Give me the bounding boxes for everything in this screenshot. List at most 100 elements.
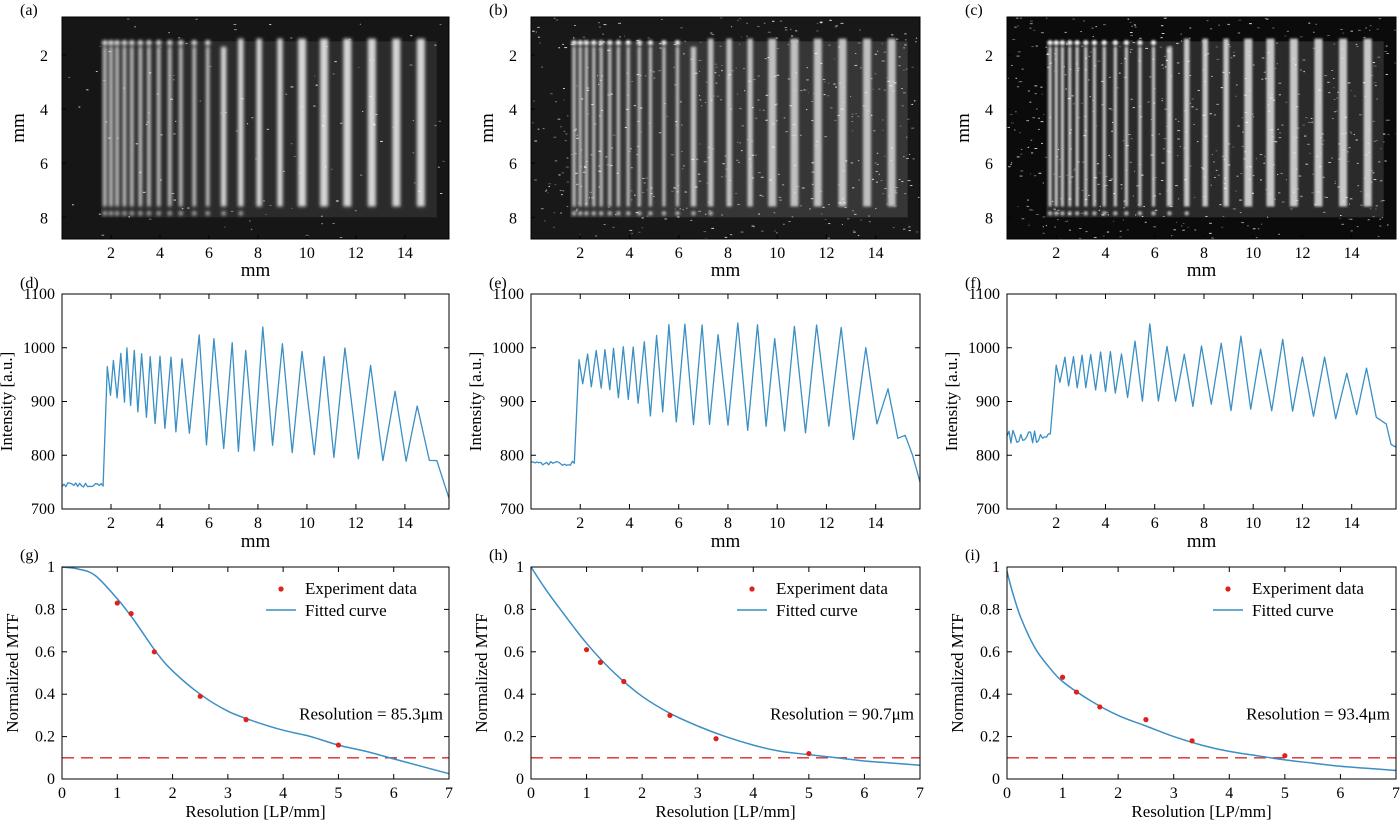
noise-speck	[1177, 130, 1181, 132]
bar-tip-bottom	[1124, 211, 1129, 216]
noise-speck	[1276, 42, 1278, 44]
noise-speck	[1037, 117, 1040, 119]
noise-speck	[1035, 214, 1039, 216]
noise-speck	[755, 117, 758, 119]
mtf-axes-box	[1006, 566, 1397, 780]
noise-speck	[1252, 175, 1255, 177]
noise-speck	[579, 234, 581, 236]
noise-speck	[737, 141, 739, 143]
noise-speck	[1394, 62, 1397, 64]
noise-speck	[819, 22, 823, 24]
noise-speck	[1189, 75, 1192, 77]
noise-speck	[1377, 235, 1380, 237]
noise-speck	[330, 168, 333, 170]
noise-speck	[580, 149, 583, 151]
bar-stripe	[122, 46, 127, 207]
noise-speck	[684, 191, 688, 193]
noise-speck	[241, 98, 244, 100]
noise-speck	[1279, 132, 1282, 134]
noise-speck	[720, 176, 724, 178]
noise-speck	[1353, 95, 1356, 97]
noise-speck	[230, 210, 234, 212]
noise-speck	[756, 26, 760, 28]
noise-speck	[803, 89, 806, 91]
noise-speck	[1144, 221, 1147, 223]
noise-speck	[1186, 158, 1189, 160]
noise-speck	[603, 224, 606, 226]
noise-speck	[1357, 185, 1360, 187]
noise-speck	[1020, 170, 1024, 172]
noise-speck	[156, 93, 159, 95]
noise-speck	[553, 226, 555, 228]
noise-speck	[1064, 221, 1068, 223]
noise-speck	[1369, 29, 1371, 31]
noise-speck	[1130, 138, 1133, 140]
bar-tip-bottom	[571, 211, 577, 216]
x-tick-label: 6	[1151, 515, 1159, 532]
experiment-data-point	[335, 742, 342, 748]
noise-speck	[679, 208, 681, 210]
noise-speck	[1077, 70, 1080, 72]
noise-speck	[739, 43, 741, 45]
bar-stripe	[1102, 46, 1106, 207]
noise-speck	[1322, 176, 1325, 178]
noise-speck	[757, 75, 760, 77]
noise-speck	[1164, 66, 1167, 68]
noise-speck	[1077, 187, 1080, 189]
resolution-annotation: Resolution = 85.3μm	[299, 705, 443, 724]
noise-speck	[98, 213, 101, 215]
bar-stripe	[157, 46, 161, 207]
noise-speck	[1381, 217, 1383, 219]
noise-speck	[1386, 224, 1389, 226]
noise-speck	[725, 175, 727, 177]
bar-stripe	[1339, 38, 1348, 207]
noise-speck	[582, 171, 586, 173]
noise-speck	[1131, 25, 1133, 27]
noise-speck	[874, 73, 877, 75]
noise-speck	[673, 43, 677, 45]
noise-speck	[787, 78, 791, 80]
bar-tip-bottom	[648, 211, 653, 216]
noise-speck	[1348, 203, 1351, 205]
noise-speck	[1092, 99, 1094, 101]
noise-speck	[876, 163, 879, 165]
noise-speck	[1035, 45, 1038, 47]
noise-speck	[902, 69, 906, 71]
noise-speck	[559, 190, 562, 192]
x-tick-label: 8	[724, 515, 732, 532]
noise-speck	[324, 166, 327, 168]
noise-speck	[1093, 236, 1097, 238]
noise-speck	[681, 151, 683, 153]
noise-speck	[610, 165, 613, 167]
noise-speck	[774, 75, 777, 77]
noise-speck	[887, 80, 891, 82]
noise-speck	[757, 172, 761, 174]
noise-speck	[1147, 101, 1150, 103]
experiment-data-point	[667, 712, 673, 719]
noise-speck	[225, 111, 227, 113]
noise-speck	[1302, 124, 1306, 126]
x-axis-label: mm	[241, 260, 271, 281]
noise-speck	[1081, 102, 1083, 104]
y-tick-label: 0.2	[35, 729, 55, 746]
noise-speck	[683, 53, 685, 55]
noise-speck	[699, 143, 701, 145]
noise-speck	[834, 26, 837, 28]
noise-speck	[1108, 108, 1112, 110]
noise-speck	[705, 213, 707, 215]
noise-speck	[1077, 67, 1080, 69]
noise-speck	[854, 64, 858, 66]
noise-speck	[840, 108, 844, 110]
noise-speck	[1194, 229, 1197, 231]
noise-speck	[810, 100, 813, 102]
noise-speck	[878, 88, 881, 90]
noise-speck	[853, 231, 856, 233]
y-tick-label: 0.8	[980, 601, 1000, 618]
bar-stripe	[648, 46, 653, 207]
noise-speck	[1053, 208, 1056, 210]
noise-speck	[1094, 200, 1097, 202]
noise-speck	[775, 120, 778, 122]
noise-speck	[684, 40, 687, 42]
noise-speck	[1122, 140, 1125, 142]
